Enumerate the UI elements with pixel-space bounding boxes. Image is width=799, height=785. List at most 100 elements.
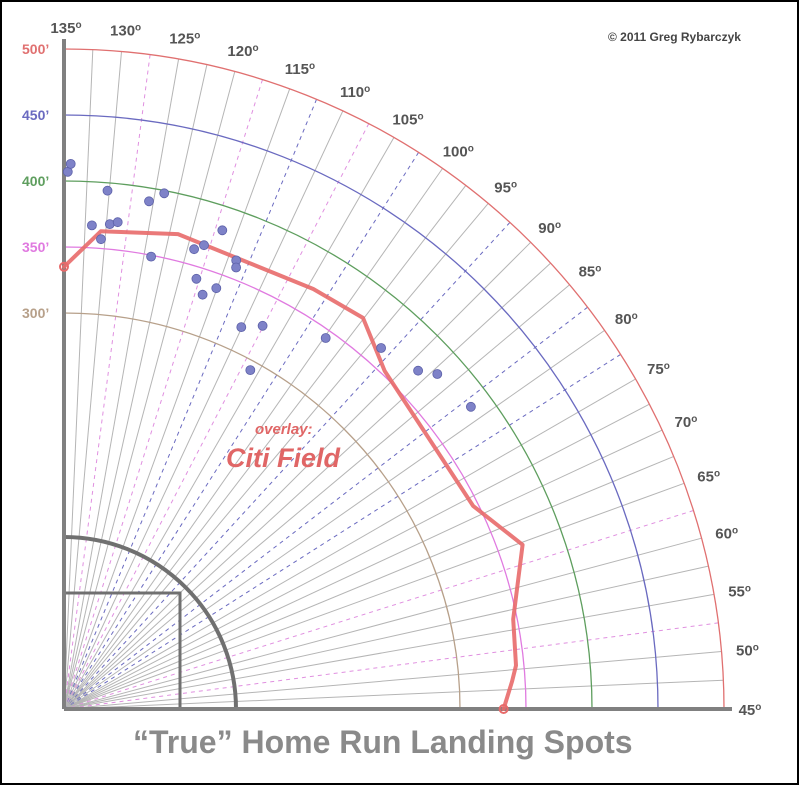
spoke-120: [63, 71, 236, 710]
ring-300: [63, 312, 461, 710]
angle-label-80: 80o: [615, 311, 638, 328]
axes: [62, 39, 732, 711]
infield-arc: [63, 535, 238, 710]
overlay-label: overlay:: [255, 421, 313, 438]
angle-label-60: 60o: [715, 526, 738, 543]
landing-point-25: [432, 369, 443, 379]
landing-point-21: [245, 365, 256, 376]
angle-label-130: 130o: [110, 23, 141, 40]
spoke-75: [63, 378, 636, 710]
landing-point-23: [376, 343, 387, 353]
landing-point-7: [112, 217, 123, 228]
ring-450: [63, 114, 659, 710]
citi-field-fence: [59, 229, 525, 714]
landing-point-24: [413, 365, 424, 376]
tick-labels: 300’ 350’ 400’ 450’ 500’ 45o 50o 55o 60o 65o 70o 75…: [22, 20, 761, 719]
spoke-115: [63, 88, 291, 710]
spoke-82-5: [63, 306, 588, 710]
spoke-70: [63, 429, 663, 710]
spoke-107-5: [63, 123, 370, 710]
angle-label-55: 55o: [728, 584, 751, 601]
spoke-55: [63, 593, 715, 710]
spoke-50: [63, 651, 722, 710]
landing-point-14: [191, 273, 202, 284]
spoke-65: [63, 482, 685, 710]
angle-label-105: 105o: [392, 111, 423, 128]
spoke-102-5: [63, 152, 420, 710]
landing-point-20: [257, 320, 268, 331]
copyright-text: © 2011 Greg Rybarczyk: [608, 30, 741, 44]
angle-label-90: 90o: [538, 220, 561, 237]
fence-end-left: [59, 261, 69, 272]
spoke-90: [63, 241, 532, 710]
landing-point-6: [104, 219, 115, 230]
spoke-117-5: [63, 79, 263, 710]
spoke-77-5: [63, 353, 621, 710]
angle-label-115: 115o: [285, 61, 315, 78]
landing-point-26: [465, 401, 476, 412]
landing-point-22: [320, 333, 331, 343]
ring-label-500: 500’: [22, 41, 49, 57]
spoke-132-5: [63, 49, 94, 710]
landing-point-16: [211, 283, 222, 294]
landing-point-15: [197, 289, 208, 300]
landing-point-10: [146, 251, 157, 262]
infield: [63, 535, 238, 710]
spoke-130: [63, 51, 122, 710]
spoke-100: [63, 168, 444, 710]
ring-500: [63, 48, 725, 710]
overlay-title: Citi Field: [226, 443, 341, 473]
landing-point-4: [87, 220, 97, 231]
spoke-62-5: [63, 510, 694, 710]
angle-label-45: 45o: [739, 702, 762, 719]
landing-point-13: [217, 225, 228, 236]
angle-label-85: 85o: [579, 264, 602, 281]
ring-label-350: 350’: [22, 239, 49, 255]
landing-point-8: [144, 196, 154, 207]
spoke-92-5: [63, 222, 511, 710]
spoke-105: [63, 137, 395, 710]
spoke-52-5: [63, 622, 719, 710]
angle-label-65: 65o: [697, 469, 720, 486]
landing-point-3: [102, 185, 113, 196]
spoke-97-5: [63, 185, 467, 710]
angle-label-75: 75o: [647, 361, 670, 378]
spoke-72-5: [63, 403, 650, 710]
ring-label-450: 450’: [22, 107, 49, 123]
spoke-87-5: [63, 262, 551, 710]
angle-label-50: 50o: [736, 643, 759, 660]
ring-label-300: 300’: [22, 305, 49, 321]
ring-label-400: 400’: [22, 173, 49, 189]
landing-point-11: [189, 244, 200, 255]
landing-point-18: [231, 262, 242, 273]
ring-400: [63, 180, 593, 710]
infield-square: [64, 591, 182, 709]
angle-label-110: 110o: [340, 84, 370, 101]
landing-points: [62, 158, 476, 412]
spoke-112-5: [63, 99, 318, 710]
angle-label-100: 100o: [443, 143, 474, 160]
spoke-110: [63, 110, 344, 710]
angle-label-120: 120o: [227, 43, 258, 60]
spoke-80: [63, 329, 605, 710]
landing-point-2: [65, 158, 76, 169]
spoke-47-5: [63, 679, 724, 710]
chart-title: “True” Home Run Landing Spots: [133, 724, 633, 760]
spoke-67-5: [63, 455, 674, 710]
angle-label-125: 125o: [169, 30, 200, 47]
spoke-122-5: [63, 64, 208, 710]
spoke-60: [63, 537, 702, 710]
landing-point-5: [96, 234, 106, 245]
fence-end-right: [498, 704, 509, 714]
fence-polyline: [62, 229, 525, 711]
spoke-95: [63, 203, 489, 710]
landing-point-12: [199, 240, 209, 251]
landing-point-19: [236, 322, 247, 333]
spoke-57-5: [63, 565, 709, 710]
spoke-125: [63, 58, 180, 710]
angle-label-70: 70o: [675, 414, 698, 431]
spoke-127-5: [63, 54, 151, 710]
landing-point-9: [159, 188, 170, 199]
